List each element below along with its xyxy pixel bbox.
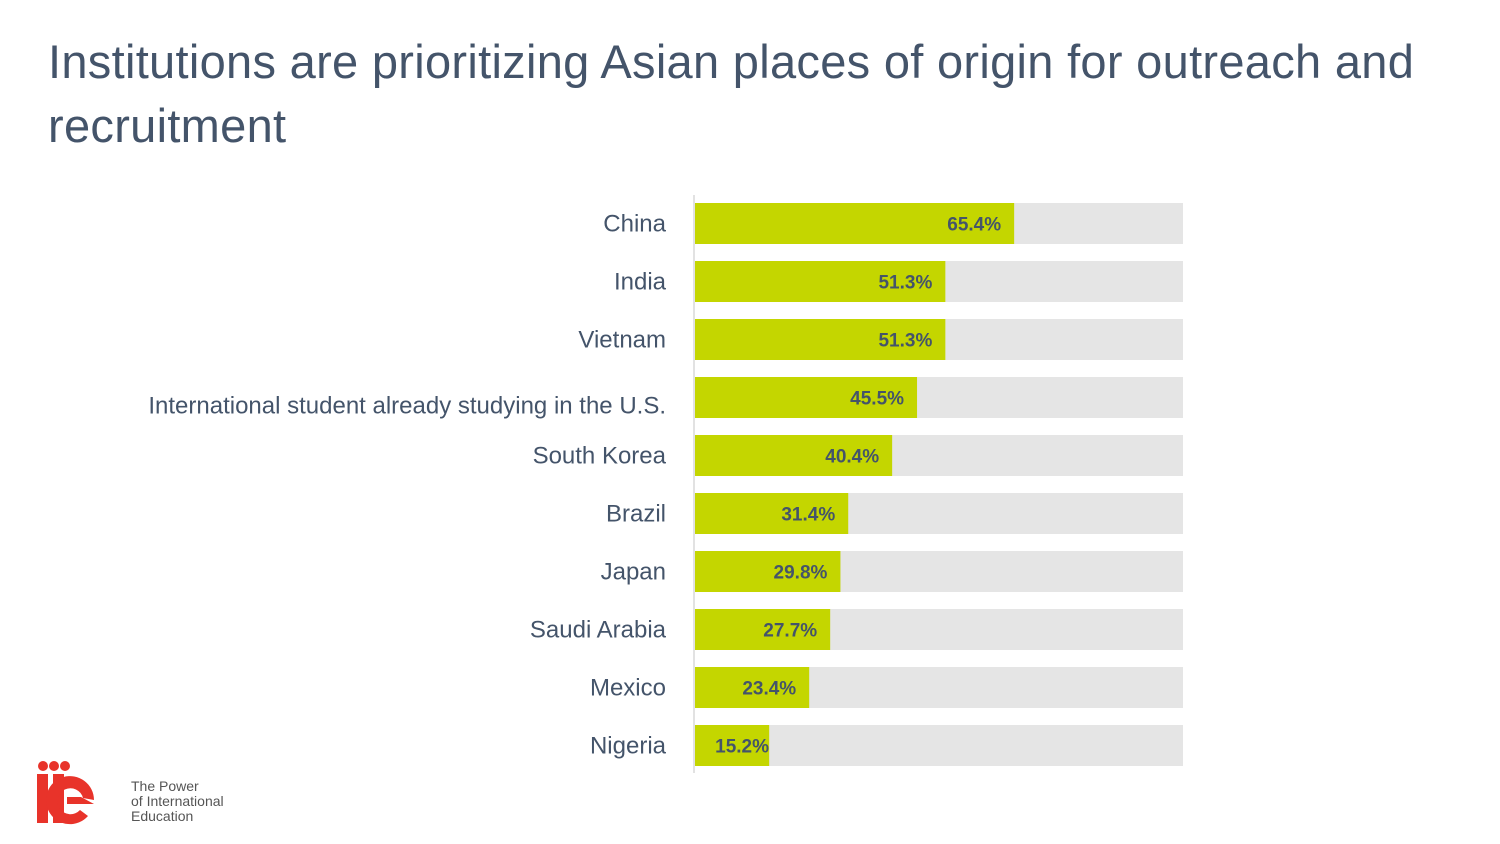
category-label: South Korea (533, 443, 667, 470)
data-label: 45.5% (850, 389, 904, 410)
data-label: 15.2% (715, 737, 769, 758)
category-label: International student already studying i… (148, 393, 666, 420)
data-label: 51.3% (878, 273, 932, 294)
bar-track (695, 725, 1183, 766)
tagline-line: of International (131, 793, 224, 809)
data-label: 65.4% (947, 215, 1001, 236)
data-label: 29.8% (774, 563, 828, 584)
data-label: 23.4% (742, 679, 796, 700)
data-label: 40.4% (825, 447, 879, 468)
bar (695, 493, 849, 534)
bar (695, 203, 1015, 244)
data-label: 51.3% (878, 331, 932, 352)
page-title: Institutions are prioritizing Asian plac… (48, 35, 1415, 152)
category-label: China (603, 211, 666, 238)
bar (695, 435, 893, 476)
category-label: Saudi Arabia (530, 617, 667, 644)
bar (695, 551, 841, 592)
iie-logo (37, 761, 94, 825)
category-label: Nigeria (590, 733, 667, 760)
bar (695, 609, 831, 650)
bar (695, 261, 946, 302)
category-label: Brazil (606, 501, 666, 528)
data-label: 31.4% (781, 505, 835, 526)
category-label: Japan (601, 559, 666, 586)
tagline-line: Education (131, 808, 194, 824)
category-label: India (614, 269, 667, 296)
tagline-line: The Power (131, 778, 199, 794)
bar (695, 377, 918, 418)
logo-tagline: The Power of International Education (131, 779, 224, 824)
data-label: 27.7% (763, 621, 817, 642)
bar (695, 319, 946, 360)
bar (695, 667, 810, 708)
category-label: Vietnam (578, 327, 666, 354)
category-label: Mexico (590, 675, 666, 702)
bar (695, 725, 770, 766)
